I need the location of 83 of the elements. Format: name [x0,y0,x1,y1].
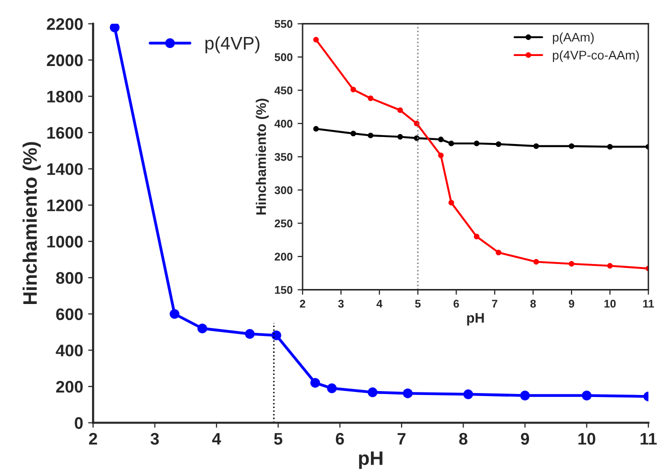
x-tick-label: 9 [520,432,529,445]
y-tick-label: 1800 [47,90,83,102]
x-tick-label: 11 [640,433,657,445]
y-tick-label: 250 [274,220,292,228]
point [397,107,403,113]
x-tick-label: 2 [300,300,306,308]
point [368,95,374,102]
y-tick-label: 400 [56,344,83,356]
y-tick-label: 350 [274,153,292,161]
x-tick-label: 4 [376,300,382,308]
y-tick-label: 2000 [46,54,83,66]
y-tick-label: 1200 [47,200,83,212]
point [313,126,319,132]
x-tick-label: 8 [459,432,468,445]
point [368,387,378,398]
point [414,120,420,126]
point [170,309,180,319]
point [438,136,444,142]
point [568,143,574,149]
legend-label: p(4VP-co-AAm) [552,50,639,62]
legend-label: p(AAm) [552,32,594,44]
point [313,36,319,42]
point [533,259,539,265]
point [438,152,444,158]
x-tick-label: 5 [274,433,282,445]
x-axis-title: pH [467,313,484,326]
point [474,234,480,240]
point [310,378,320,388]
y-tick-label: 1000 [47,236,83,248]
y-tick-label: 550 [274,20,292,28]
point [197,324,208,334]
point [496,141,502,147]
point [607,263,613,269]
point [582,390,592,400]
x-tick-label: 6 [336,432,344,445]
point [448,140,454,146]
x-tick-label: 11 [643,300,654,308]
x-tick-label: 7 [492,300,498,308]
point [474,140,480,146]
y-tick-label: 450 [274,86,292,94]
point [271,330,282,340]
point [520,390,530,400]
y-tick-label: 0 [74,417,83,429]
y-tick-label: 800 [56,272,83,284]
x-tick-label: 2 [89,432,98,445]
point [533,143,539,149]
y-tick-label: 1600 [47,126,83,139]
y-tick-label: 200 [56,380,83,393]
point [397,134,403,140]
x-tick-label: 10 [604,300,616,308]
y-tick-label: 500 [274,53,292,62]
x-tick-label: 3 [338,300,344,308]
legend-label: p(4VP) [205,36,260,54]
x-axis-title: pH [359,452,382,469]
y-tick-label: 2200 [46,18,83,30]
x-tick-label: 8 [530,300,536,308]
y-axis-title: Hinchamiento (%) [22,142,41,304]
y-tick-label: 150 [275,286,292,294]
x-tick-label: 5 [415,300,421,308]
point [350,86,356,92]
point [568,261,574,267]
point [368,132,374,138]
x-tick-label: 9 [568,300,574,308]
x-tick-label: 10 [578,432,596,445]
point [350,130,356,136]
y-tick-label: 300 [274,186,292,194]
point [448,200,454,206]
x-tick-label: 6 [454,300,459,308]
x-tick-label: 3 [150,432,159,445]
y-tick-label: 200 [274,252,292,261]
x-tick-label: 7 [398,433,406,445]
point [244,329,255,339]
y-tick-label: 600 [56,308,83,320]
point [496,250,502,256]
point [402,388,413,398]
point [463,389,474,400]
point [327,383,337,394]
point [110,24,120,32]
y-tick-label: 400 [274,120,292,128]
x-tick-label: 4 [212,433,222,445]
y-axis-title: Hinchamiento (%) [256,98,269,214]
point [607,144,613,150]
y-tick-label: 1400 [47,163,83,176]
